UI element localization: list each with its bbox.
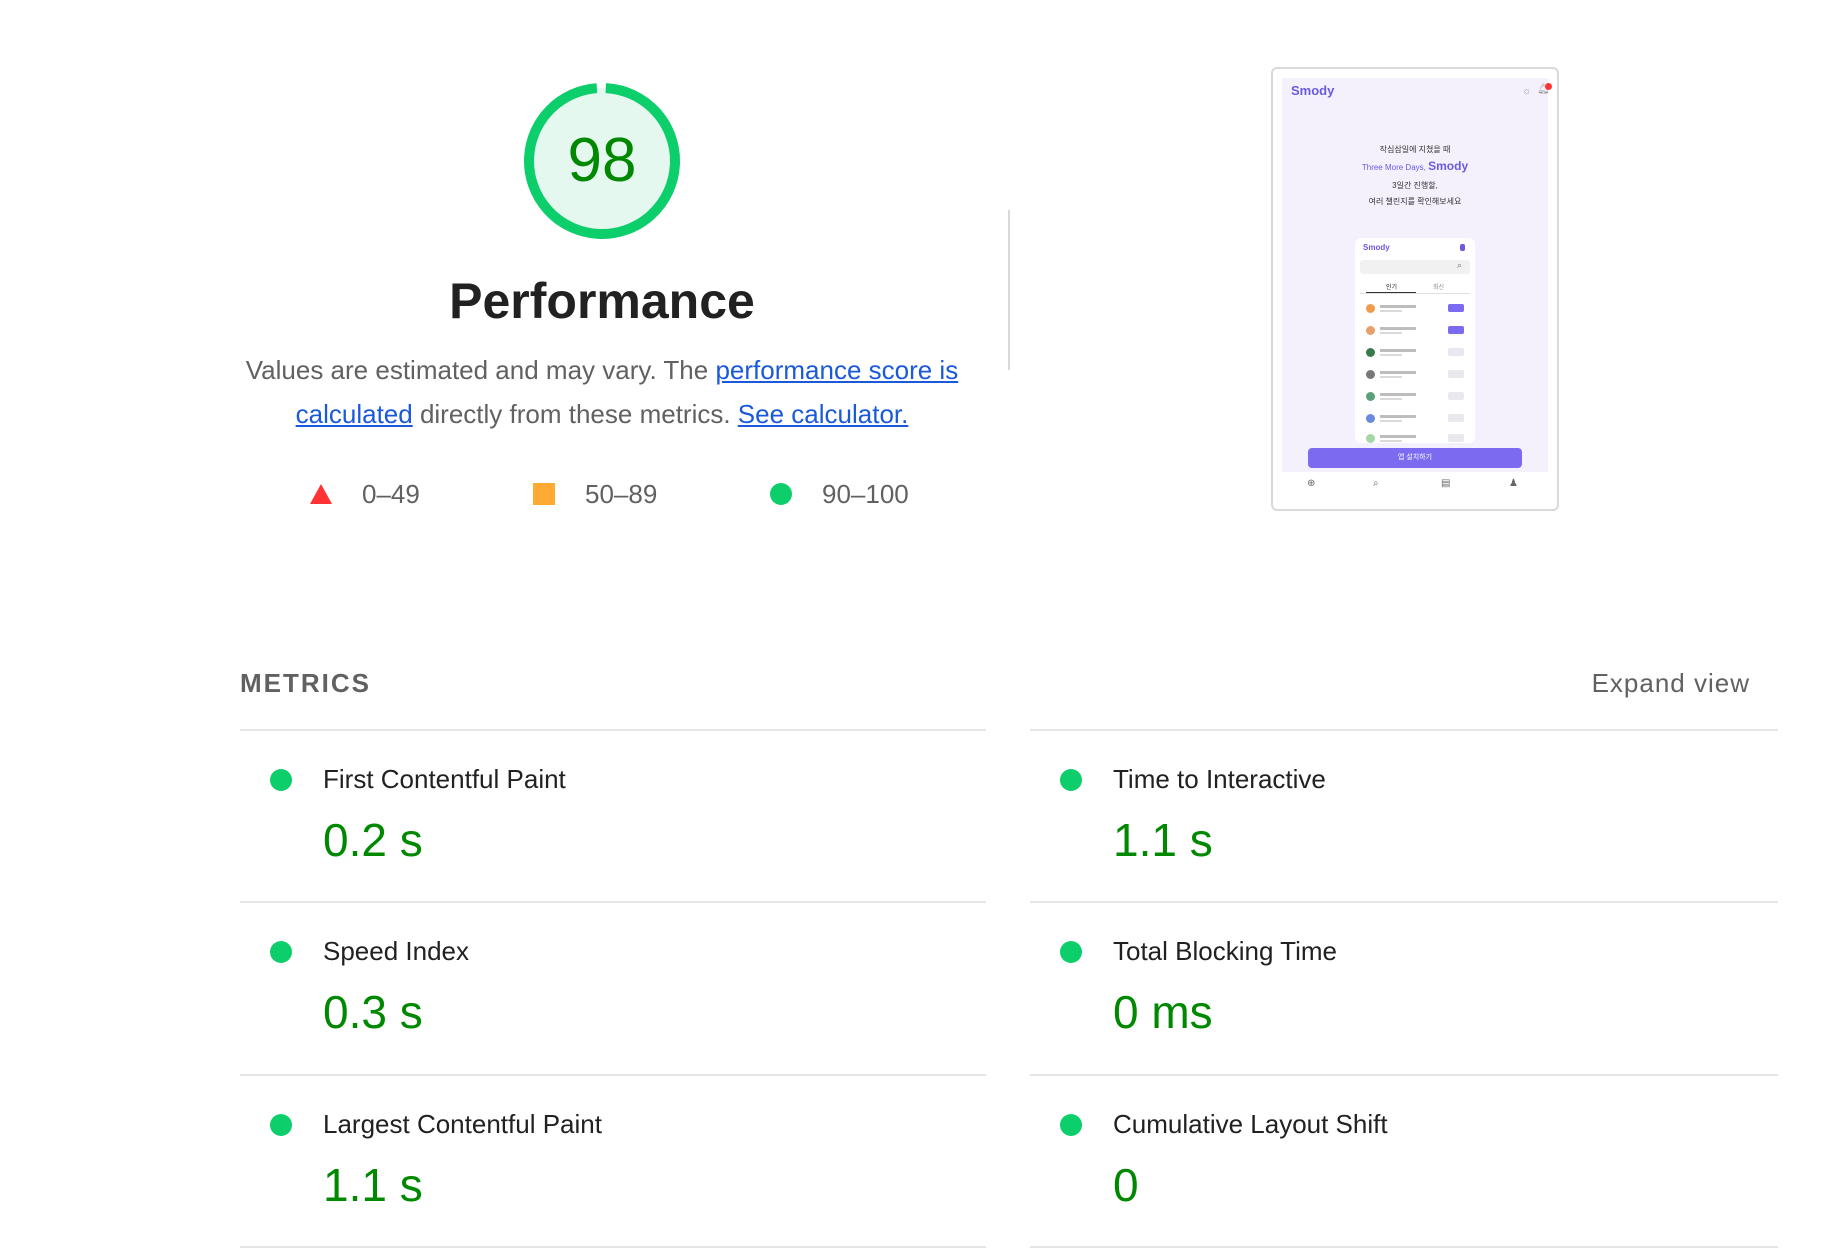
performance-description: Values are estimated and may vary. The p… [240, 348, 964, 436]
performance-score: 98 [567, 126, 637, 195]
screenshot-list-item [1364, 303, 1468, 315]
screenshot-line2-prefix: Three More Days, [1361, 163, 1429, 172]
metric-value-tti: 1.1 s [1113, 814, 1213, 866]
see-calculator-link[interactable]: See calculator. [737, 399, 909, 429]
description-text: Values are estimated and may vary. The [245, 355, 716, 385]
screenshot-line1: 작심삼일에 지쳤을 때 [1379, 145, 1451, 154]
metric-title-lcp: Largest Contentful Paint [323, 1109, 602, 1139]
screenshot-bottom-nav [1282, 472, 1548, 494]
screenshot-cta-button: 앱 설치하기 [1308, 448, 1522, 468]
expand-view-toggle[interactable]: Expand view [1591, 668, 1750, 698]
metric-divider [240, 1246, 986, 1248]
pass-circle-icon [270, 1114, 292, 1136]
screenshot-line4: 여러 챌린지를 확인해보세요 [1368, 197, 1462, 206]
metric-divider [240, 901, 986, 903]
metric-value-fcp: 0.2 s [323, 814, 423, 866]
legend-range-average: 50–89 [585, 478, 658, 509]
profile-icon: ♟ [1509, 478, 1518, 489]
screenshot-line2: Three More Days, Smody [1282, 159, 1548, 173]
square-icon [533, 483, 555, 505]
metric-title-tbt: Total Blocking Time [1113, 936, 1337, 966]
metric-title-tti: Time to Interactive [1113, 764, 1326, 794]
metric-value-si: 0.3 s [323, 986, 423, 1038]
metric-title-si: Speed Index [323, 936, 470, 966]
vertical-divider [1008, 210, 1010, 370]
screenshot-list-item [1364, 391, 1468, 403]
metric-value-lcp: 1.1 s [323, 1159, 423, 1211]
circle-icon [770, 483, 792, 505]
home-icon: ⊕ [1307, 478, 1316, 489]
performance-gauge [521, 80, 683, 242]
metric-divider [1030, 1246, 1778, 1248]
metrics-heading: METRICS [240, 668, 371, 698]
screenshot-list-item [1364, 347, 1468, 359]
legend-range-pass: 90–100 [822, 478, 909, 509]
metric-title-cls: Cumulative Layout Shift [1113, 1109, 1388, 1139]
pass-circle-icon [1060, 769, 1082, 791]
performance-title: Performance [449, 273, 755, 329]
screenshot-list-item [1364, 413, 1468, 425]
screenshot-tab-recent: 최신 [1433, 285, 1445, 291]
legend-pass: 90–100 [770, 476, 909, 512]
screenshot-card-brand: Smody [1363, 243, 1390, 252]
card-bell-icon [1460, 244, 1465, 251]
tab-underline [1366, 292, 1416, 293]
screenshot-list-item [1364, 433, 1468, 445]
gauge-ring [524, 82, 680, 239]
bell-icon: 🔔︎ [1537, 84, 1550, 95]
legend-range-fail: 0–49 [362, 478, 420, 509]
legend-average: 50–89 [533, 476, 657, 512]
chat-icon: ▤ [1441, 478, 1451, 489]
metric-divider [1030, 1074, 1778, 1076]
metric-title-fcp: First Contentful Paint [323, 764, 566, 794]
sun-icon: ☼ [1522, 86, 1532, 97]
triangle-icon [310, 484, 332, 504]
screenshot-search-bar [1360, 260, 1470, 274]
metric-value-cls: 0 [1113, 1159, 1139, 1211]
search-nav-icon: ⌕ [1373, 478, 1379, 489]
screenshot-list-item [1364, 369, 1468, 381]
pass-circle-icon [1060, 941, 1082, 963]
metric-divider [1030, 901, 1778, 903]
screenshot-brand: Smody [1291, 83, 1335, 98]
pass-circle-icon [1060, 1114, 1082, 1136]
description-text-middle: directly from these metrics. [412, 399, 738, 429]
screenshot-line3: 3일간 진행할, [1392, 181, 1438, 190]
metric-value-tbt: 0 ms [1113, 986, 1213, 1038]
tab-divider [1360, 293, 1470, 294]
notification-badge [1545, 83, 1552, 90]
screenshot-tab-popular: 인기 [1386, 285, 1398, 291]
screenshot-list-item [1364, 325, 1468, 337]
legend-fail: 0–49 [310, 476, 420, 512]
performance-score-link[interactable]: performance score is calculated [295, 355, 959, 429]
metric-divider [240, 1074, 986, 1076]
metric-divider [240, 729, 986, 731]
metric-divider [1030, 729, 1778, 731]
pass-circle-icon [270, 769, 292, 791]
screenshot-line2-brand: Smody [1428, 159, 1469, 173]
pass-circle-icon [270, 941, 292, 963]
search-icon: ⌕ [1457, 260, 1463, 270]
